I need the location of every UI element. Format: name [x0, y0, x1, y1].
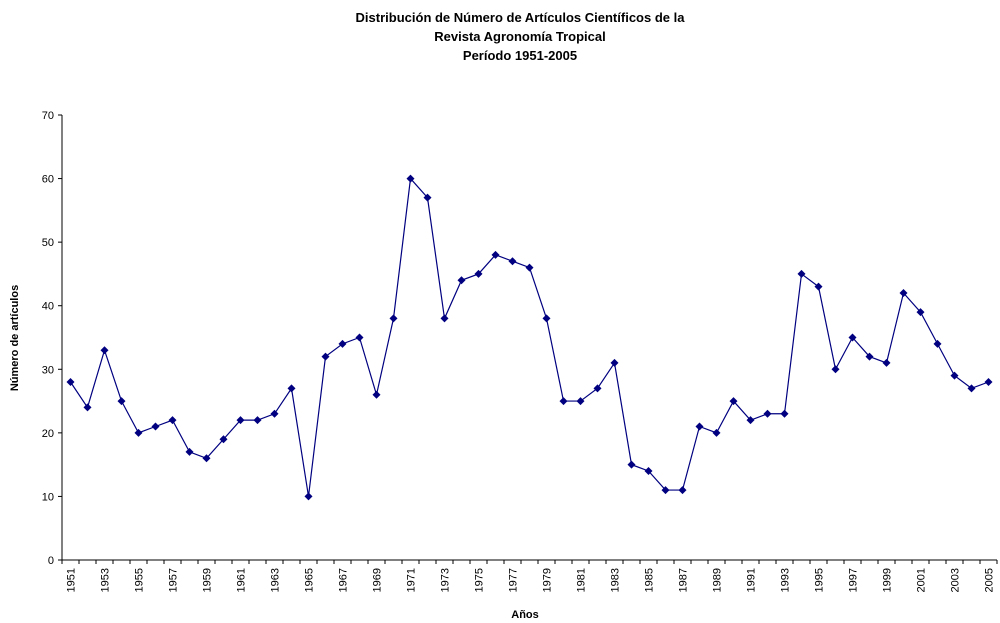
marker: [134, 428, 143, 437]
marker: [763, 409, 772, 418]
x-tick-label: 1953: [100, 568, 112, 592]
marker: [712, 428, 721, 437]
marker: [848, 333, 857, 342]
marker: [865, 352, 874, 361]
marker: [236, 416, 245, 425]
marker: [355, 333, 364, 342]
marker: [100, 346, 109, 355]
x-tick-label: 1979: [542, 568, 554, 592]
marker: [168, 416, 177, 425]
marker: [831, 365, 840, 374]
marker: [66, 378, 75, 386]
marker: [525, 263, 534, 272]
marker: [202, 454, 211, 463]
x-tick-label: 1963: [270, 568, 282, 592]
marker: [899, 289, 908, 297]
x-tick-label: 1987: [678, 568, 690, 592]
x-tick-label: 1955: [134, 568, 146, 592]
marker: [338, 339, 347, 348]
marker: [797, 269, 806, 278]
marker: [304, 492, 313, 501]
marker: [746, 416, 755, 425]
x-tick-label: 1967: [338, 568, 350, 592]
y-tick-label: 70: [42, 110, 54, 122]
marker: [967, 384, 976, 393]
marker: [916, 308, 925, 317]
x-tick-label: 1993: [780, 568, 792, 592]
x-tick-label: 1981: [576, 568, 588, 592]
marker: [253, 416, 262, 425]
x-tick-label: 1973: [440, 568, 452, 592]
marker: [185, 447, 194, 456]
marker: [372, 390, 381, 399]
x-tick-label: 2005: [984, 568, 996, 592]
x-tick-label: 1965: [304, 568, 316, 592]
y-tick-label: 40: [42, 301, 54, 313]
marker: [593, 384, 602, 393]
x-tick-label: 2001: [916, 568, 928, 592]
marker: [695, 422, 704, 431]
x-tick-label: 1995: [814, 568, 826, 592]
x-tick-label: 1975: [474, 568, 486, 592]
marker: [559, 397, 568, 406]
x-tick-label: 1961: [236, 568, 248, 592]
y-tick-label: 30: [42, 364, 54, 376]
marker: [83, 403, 92, 412]
marker: [984, 378, 993, 386]
y-axis-label: Número de artículos: [9, 285, 21, 391]
x-tick-label: 1959: [202, 568, 214, 592]
marker: [151, 422, 160, 431]
chart-title: Revista Agronomía Tropical: [434, 29, 605, 44]
chart-title: Distribución de Número de Artículos Cien…: [356, 10, 686, 25]
y-tick-label: 0: [48, 555, 54, 567]
x-axis-label: Años: [511, 609, 539, 621]
y-tick-label: 10: [42, 491, 54, 503]
marker: [287, 384, 296, 393]
x-tick-label: 1971: [406, 568, 418, 592]
x-tick-label: 1999: [882, 568, 894, 592]
marker: [457, 276, 466, 285]
marker: [321, 352, 330, 361]
marker: [882, 358, 891, 367]
marker: [950, 371, 959, 380]
y-tick-label: 50: [42, 237, 54, 249]
x-tick-label: 1983: [610, 568, 622, 592]
x-tick-label: 1991: [746, 568, 758, 592]
marker: [678, 486, 687, 495]
x-tick-label: 1997: [848, 568, 860, 592]
y-tick-label: 20: [42, 428, 54, 440]
marker: [644, 467, 653, 475]
marker: [474, 269, 483, 278]
marker: [508, 257, 517, 266]
marker: [576, 397, 585, 406]
marker: [661, 486, 670, 495]
chart-title: Período 1951-2005: [463, 48, 577, 63]
x-tick-label: 1951: [66, 568, 78, 592]
marker: [729, 397, 738, 406]
marker: [117, 397, 126, 406]
marker: [389, 314, 398, 323]
x-tick-label: 1977: [508, 568, 520, 592]
marker: [219, 435, 228, 444]
x-tick-label: 1985: [644, 568, 656, 592]
marker: [542, 314, 551, 323]
marker: [780, 409, 789, 418]
x-tick-label: 1989: [712, 568, 724, 592]
marker: [423, 193, 432, 202]
marker: [610, 358, 619, 367]
y-tick-label: 60: [42, 174, 54, 186]
marker: [627, 460, 636, 469]
marker: [933, 339, 942, 348]
marker: [270, 409, 279, 418]
x-tick-label: 2003: [950, 568, 962, 592]
x-tick-label: 1969: [372, 568, 384, 592]
marker: [406, 174, 415, 183]
marker: [491, 250, 500, 259]
marker: [440, 314, 449, 323]
marker: [814, 282, 823, 291]
x-tick-label: 1957: [168, 568, 180, 592]
